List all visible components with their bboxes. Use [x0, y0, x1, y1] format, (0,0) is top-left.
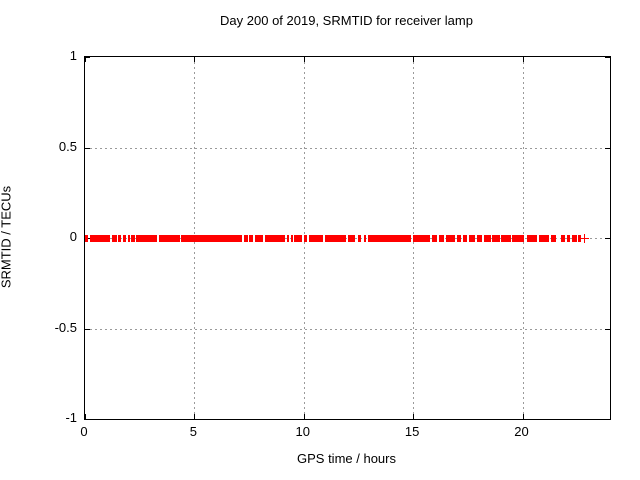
x-tick-label: 0	[80, 424, 88, 439]
y-axis-tick-mirror	[605, 238, 610, 239]
y-tick-label: 1	[69, 48, 77, 63]
x-axis-tick-mirror	[522, 57, 524, 62]
data-band-segment	[324, 235, 346, 242]
y-axis-tick	[85, 328, 90, 330]
data-band-segment	[290, 235, 293, 242]
data-band-segment	[358, 235, 362, 242]
data-band-segment	[577, 235, 581, 242]
y-axis-tick-mirror	[605, 419, 610, 420]
data-band-segment	[309, 235, 323, 242]
data-band-segment	[445, 235, 455, 242]
x-axis-tick	[413, 414, 415, 419]
data-band-segment	[118, 235, 122, 242]
grid-line-horizontal	[85, 238, 610, 239]
data-band-segment	[128, 235, 131, 242]
data-band-segment	[130, 235, 136, 242]
data-band-segment	[561, 235, 565, 242]
x-axis-tick	[194, 414, 196, 419]
data-band-segment	[303, 235, 308, 242]
data-band-segment	[468, 235, 475, 242]
y-axis-tick-mirror	[605, 328, 610, 330]
x-tick-label: 15	[404, 424, 420, 439]
data-band-segment	[438, 235, 444, 242]
data-band-segment	[412, 235, 430, 242]
data-band-segment	[265, 235, 285, 242]
data-band-segment	[180, 235, 243, 242]
y-axis-tick	[85, 419, 90, 420]
data-band-segment	[111, 235, 117, 242]
data-band-segment	[571, 235, 577, 242]
data-band-segment	[90, 235, 110, 242]
data-band-segment	[363, 235, 366, 242]
data-band-segment	[85, 235, 89, 242]
data-band-segment	[431, 235, 437, 242]
data-band-segment	[538, 235, 549, 242]
data-band-segment	[566, 235, 570, 242]
x-axis-tick-mirror	[194, 57, 196, 62]
x-tick-label: 20	[514, 424, 529, 439]
plot-area	[84, 56, 611, 420]
x-tick-label: 5	[189, 424, 197, 439]
data-band-segment	[463, 235, 467, 242]
data-band-segment	[123, 235, 127, 242]
data-band-segment	[367, 235, 411, 242]
x-axis-tick	[303, 414, 305, 419]
x-axis-tick-mirror	[303, 57, 305, 62]
y-axis-tick	[85, 57, 90, 58]
y-axis-tick-mirror	[605, 57, 610, 58]
data-band-segment	[244, 235, 248, 242]
y-axis-tick	[85, 147, 90, 149]
data-band-segment	[501, 235, 511, 242]
chart-title: Day 200 of 2019, SRMTID for receiver lam…	[220, 13, 473, 28]
data-band-segment	[249, 235, 253, 242]
data-band-segment	[158, 235, 180, 242]
x-axis-tick-mirror	[85, 57, 86, 62]
data-band-segment	[347, 235, 355, 242]
data-band-segment	[527, 235, 537, 242]
y-tick-label: -0.5	[54, 319, 77, 335]
x-tick-label: 10	[295, 424, 310, 439]
data-band-segment	[135, 235, 157, 242]
y-axis-tick-mirror	[605, 147, 610, 149]
x-axis-tick-mirror	[413, 57, 415, 62]
grid-line-horizontal	[85, 147, 610, 149]
data-band-segment	[286, 235, 289, 242]
data-band-segment	[254, 235, 263, 242]
grid-line-horizontal	[85, 328, 610, 330]
data-band-segment	[484, 235, 491, 242]
y-tick-label: 0	[69, 229, 77, 244]
data-band-segment	[477, 235, 483, 242]
data-band-segment	[457, 235, 462, 242]
data-band-segment	[293, 235, 302, 242]
data-band-segment	[512, 235, 525, 242]
x-axis-label: GPS time / hours	[297, 451, 396, 466]
data-band-segment	[550, 235, 556, 242]
x-axis-tick	[85, 414, 86, 419]
y-tick-label: -1	[65, 410, 77, 425]
data-point-marker	[583, 234, 585, 243]
data-band-segment	[492, 235, 500, 242]
x-axis-tick	[522, 414, 524, 419]
y-tick-label: 0.5	[58, 138, 77, 154]
